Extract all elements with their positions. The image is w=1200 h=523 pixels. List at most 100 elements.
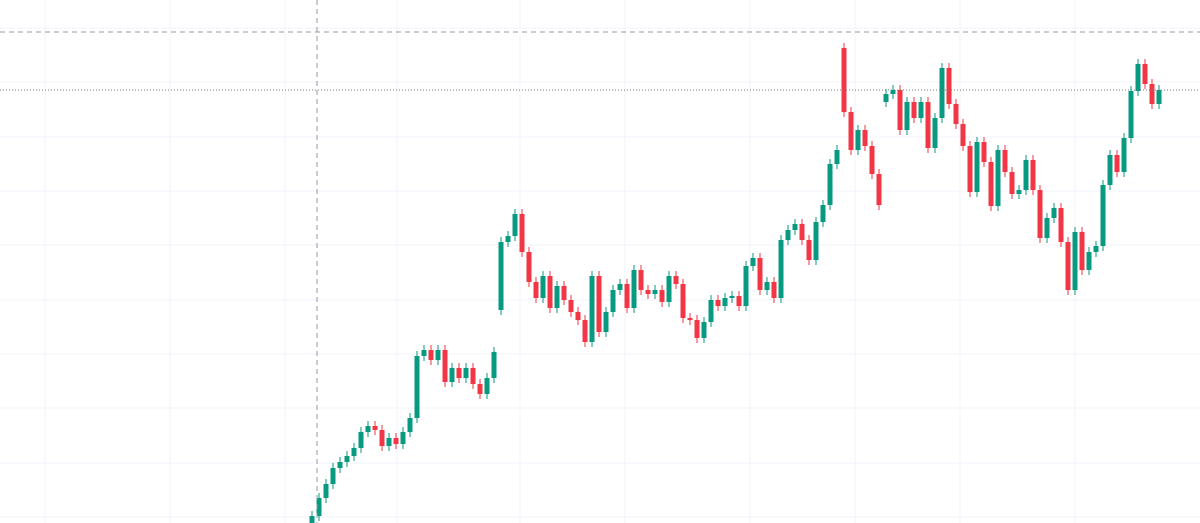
- candle-body: [981, 142, 987, 162]
- candle-body: [862, 130, 868, 146]
- candle-body: [659, 290, 665, 302]
- candle-body: [778, 240, 784, 298]
- candle-body: [372, 426, 378, 430]
- candle-body: [1149, 84, 1155, 104]
- candle-body: [652, 290, 658, 294]
- candle-body: [841, 48, 847, 112]
- candle-body: [799, 224, 805, 240]
- candle-body: [365, 426, 371, 432]
- candle-body: [1114, 155, 1120, 172]
- candle-body: [554, 286, 560, 308]
- candle-body: [806, 240, 812, 260]
- candle-body: [1121, 138, 1127, 172]
- candle-body: [449, 368, 455, 382]
- candle-body: [694, 320, 700, 338]
- candle-body: [771, 282, 777, 298]
- candle-body: [1065, 242, 1071, 290]
- candle-body: [589, 276, 595, 342]
- candle-body: [1100, 185, 1106, 246]
- candle-body: [974, 142, 980, 192]
- candle-body: [435, 350, 441, 360]
- candle-body: [1044, 218, 1050, 238]
- candle-body: [645, 290, 651, 294]
- candle-body: [876, 174, 882, 205]
- candle-body: [631, 270, 637, 308]
- candle-body: [533, 282, 539, 298]
- candle-body: [617, 284, 623, 290]
- candle-body: [764, 282, 770, 290]
- candle-body: [834, 150, 840, 164]
- candle-body: [1009, 172, 1015, 194]
- candle-body: [1037, 190, 1043, 238]
- candle-body: [1128, 91, 1134, 138]
- candle-body: [470, 368, 476, 384]
- candle-body: [1086, 252, 1092, 270]
- candle-body: [701, 322, 707, 338]
- candle-body: [477, 384, 483, 394]
- candle-body: [561, 286, 567, 300]
- candle-body: [736, 296, 742, 306]
- candle-body: [330, 468, 336, 484]
- candle-body: [939, 68, 945, 118]
- candle-body: [792, 224, 798, 230]
- candle-body: [624, 284, 630, 308]
- candle-body: [743, 266, 749, 306]
- candle-body: [673, 276, 679, 284]
- candle-body: [827, 164, 833, 205]
- candle-body: [463, 368, 469, 378]
- candle-body: [722, 298, 728, 306]
- candle-body: [610, 290, 616, 312]
- candle-body: [603, 312, 609, 332]
- candle-body: [1093, 246, 1099, 252]
- candle-body: [883, 94, 889, 102]
- candle-body: [484, 378, 490, 394]
- candle-body: [911, 102, 917, 118]
- candle-body: [414, 356, 420, 418]
- candle-body: [540, 276, 546, 298]
- candle-body: [351, 448, 357, 456]
- candle-body: [337, 462, 343, 468]
- candle-body: [505, 236, 511, 242]
- candle-body: [400, 432, 406, 444]
- candle-body: [897, 90, 903, 130]
- candle-body: [568, 300, 574, 312]
- candle-body: [1058, 208, 1064, 242]
- candle-body: [309, 516, 315, 523]
- candle-body: [575, 312, 581, 320]
- candle-body: [953, 104, 959, 124]
- candle-body: [1135, 64, 1141, 91]
- candle-body: [407, 418, 413, 432]
- candle-body: [1023, 160, 1029, 190]
- candle-body: [1016, 190, 1022, 194]
- candle-body: [547, 276, 553, 308]
- candle-body: [582, 320, 588, 342]
- candle-body: [1002, 150, 1008, 172]
- candle-body: [869, 146, 875, 174]
- candle-body: [316, 498, 322, 516]
- candle-body: [988, 162, 994, 206]
- candle-body: [344, 456, 350, 462]
- candle-body: [428, 350, 434, 360]
- candle-body: [1072, 232, 1078, 290]
- candle-body: [666, 276, 672, 302]
- candle-body: [995, 150, 1001, 206]
- candle-body: [638, 270, 644, 290]
- candle-body: [526, 252, 532, 282]
- candle-body: [904, 102, 910, 130]
- candle-body: [1156, 90, 1162, 104]
- candle-body: [442, 350, 448, 382]
- candle-body: [925, 102, 931, 148]
- candle-body: [946, 68, 952, 104]
- candle-body: [498, 242, 504, 310]
- candle-body: [456, 368, 462, 378]
- candle-body: [1051, 208, 1057, 218]
- candle-body: [512, 214, 518, 236]
- candle-body: [323, 484, 329, 498]
- candle-body: [421, 350, 427, 356]
- candle-body: [393, 438, 399, 444]
- candle-body: [729, 296, 735, 298]
- candle-body: [491, 352, 497, 378]
- candle-body: [1142, 64, 1148, 84]
